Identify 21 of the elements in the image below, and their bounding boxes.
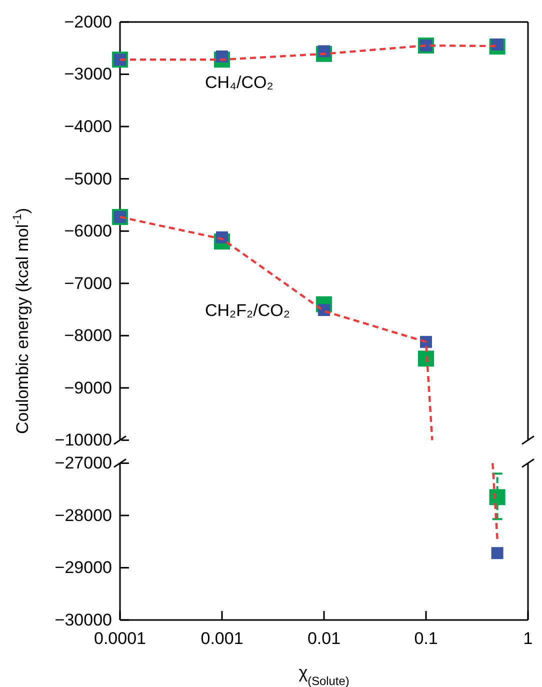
y-tick-label: −4000 bbox=[64, 116, 112, 136]
y-tick-label: −5000 bbox=[64, 169, 112, 188]
annotation: CH₂F₂/CO₂ bbox=[205, 301, 290, 320]
x-tick-label: 0.001 bbox=[200, 629, 244, 648]
y-tick-label: −6000 bbox=[64, 222, 112, 241]
y-tick-label: −2000 bbox=[64, 12, 112, 32]
x-tick-label: 0.0001 bbox=[94, 629, 146, 648]
x-tick-label: 0.1 bbox=[414, 629, 438, 648]
y-tick-label: −9000 bbox=[64, 378, 112, 398]
x-tick-label: 0.01 bbox=[307, 629, 341, 648]
y-tick-label: −29000 bbox=[54, 558, 112, 578]
y-tick-label: −10000 bbox=[54, 430, 112, 450]
annotation: CH₄/CO₂ bbox=[205, 73, 274, 92]
x-tick-label: 1 bbox=[523, 629, 533, 648]
y-tick-label: −8000 bbox=[64, 326, 112, 346]
point bbox=[418, 350, 434, 367]
y-tick-label: −7000 bbox=[64, 274, 112, 293]
y-tick-label: −30000 bbox=[54, 610, 112, 630]
y-tick-label: −3000 bbox=[64, 64, 112, 84]
y-tick-label: −28000 bbox=[54, 506, 112, 525]
y-tick-label: −27000 bbox=[54, 454, 112, 473]
